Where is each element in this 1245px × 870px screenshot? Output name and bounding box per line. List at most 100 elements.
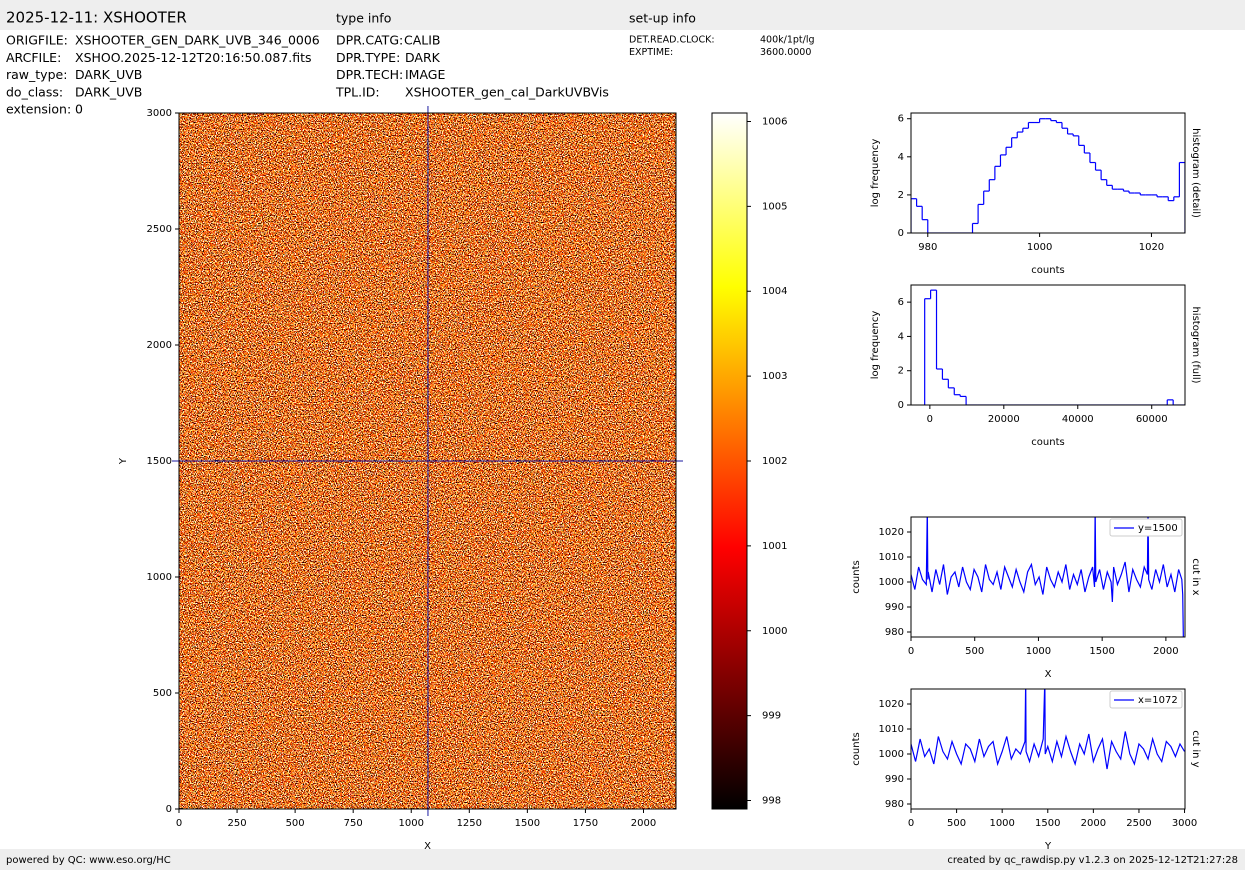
y-tick-label: 2000 [147, 340, 172, 351]
y-tick-label: 990 [885, 602, 904, 613]
y-axis-label: counts [851, 560, 862, 593]
x-tick-label: 0 [927, 414, 933, 425]
y-tick-label: 990 [885, 774, 904, 785]
y-tick-label: 0 [898, 400, 904, 411]
y-tick-label: 0 [898, 228, 904, 239]
x-tick-label: 1020 [1139, 242, 1164, 253]
legend-label: y=1500 [1138, 523, 1178, 534]
info-label: ORIGFILE: [6, 33, 68, 48]
x-tick-label: 1000 [989, 818, 1014, 829]
info-value: CALIB [404, 33, 441, 48]
x-tick-label: 1000 [1026, 646, 1051, 657]
x-tick-label: 60000 [1136, 414, 1168, 425]
x-tick-label: 500 [947, 818, 966, 829]
x-tick-label: 2000 [1153, 646, 1178, 657]
y-tick-label: 1000 [879, 577, 904, 588]
axes-frame [178, 112, 677, 810]
x-tick-label: 3000 [1172, 818, 1197, 829]
y-tick-label: 1010 [879, 552, 904, 563]
right-label: cut in x [1190, 558, 1201, 595]
y-tick-label: 2 [898, 366, 904, 377]
x-tick-label: 1000 [1027, 242, 1052, 253]
info-value: 0 [75, 102, 83, 117]
x-axis-label: counts [1031, 437, 1064, 448]
x-tick-label: 250 [228, 818, 247, 829]
x-tick-label: 500 [286, 818, 305, 829]
plot-area [911, 517, 1184, 637]
page-title: 2025-12-11: XSHOOTER [6, 9, 187, 27]
y-axis-label: log frequency [870, 311, 881, 380]
info-label: DPR.TYPE: [336, 50, 400, 65]
info-value: DARK_UVB [75, 84, 142, 99]
legend-label: x=1072 [1138, 695, 1178, 706]
colorbar-tick-label: 1003 [762, 371, 787, 382]
x-tick-label: 0 [908, 646, 914, 657]
series-line [911, 689, 1185, 770]
x-tick-label: 40000 [1062, 414, 1094, 425]
section-heading: type info [336, 11, 391, 26]
legend-box [1109, 518, 1183, 537]
plot-area [911, 689, 1185, 770]
info-label: extension: [6, 102, 71, 117]
colorbar-tick-label: 998 [762, 796, 781, 807]
x-tick-label: 500 [965, 646, 984, 657]
x-tick-label: 2000 [1081, 818, 1106, 829]
info-value: IMAGE [405, 67, 445, 82]
y-tick-label: 0 [166, 804, 172, 815]
setup-label: EXPTIME: [629, 47, 673, 58]
info-label: DPR.TECH: [336, 67, 403, 82]
y-tick-label: 3000 [147, 108, 172, 119]
y-tick-label: 1000 [879, 749, 904, 760]
section-heading: set-up info [629, 11, 696, 26]
colorbar-tick-label: 1006 [762, 116, 787, 127]
axes-frame [910, 688, 1186, 810]
y-tick-label: 500 [153, 688, 172, 699]
header-bar [0, 0, 1245, 30]
info-value: XSHOOTER_GEN_DARK_UVB_346_0006 [75, 33, 320, 48]
x-tick-label: 1500 [515, 818, 540, 829]
y-tick-label: 4 [898, 152, 904, 163]
y-axis-label: log frequency [870, 139, 881, 208]
colorbar-tick-label: 1000 [762, 626, 787, 637]
y-axis-label: Y [118, 457, 129, 465]
right-label: histogram (detail) [1190, 128, 1201, 218]
setup-value: 3600.0000 [760, 47, 811, 58]
x-tick-label: 0 [908, 818, 914, 829]
y-tick-label: 980 [885, 627, 904, 638]
axes-frame [910, 516, 1186, 638]
colorbar [711, 112, 748, 810]
x-axis-label: X [424, 841, 431, 852]
y-tick-label: 6 [898, 297, 904, 308]
info-label: ARCFILE: [6, 50, 61, 65]
x-tick-label: 20000 [988, 414, 1020, 425]
x-tick-label: 2000 [631, 818, 656, 829]
legend-box [1109, 690, 1183, 709]
y-tick-label: 2500 [147, 224, 172, 235]
x-tick-label: 1500 [1035, 818, 1060, 829]
y-tick-label: 1020 [879, 699, 904, 710]
colorbar-tick-label: 1004 [762, 286, 787, 297]
info-value: XSHOOTER_gen_cal_DarkUVBVis [405, 84, 609, 99]
y-tick-label: 980 [885, 799, 904, 810]
info-value: XSHOO.2025-12-12T20:16:50.087.fits [75, 50, 312, 65]
footer-bar [0, 849, 1245, 870]
colorbar-tick-label: 1002 [762, 456, 787, 467]
axes-frame [910, 284, 1186, 406]
x-axis-label: counts [1031, 265, 1064, 276]
x-tick-label: 980 [918, 242, 937, 253]
footer-left: powered by QC: www.eso.org/HC [6, 855, 171, 866]
y-tick-label: 1020 [879, 527, 904, 538]
y-tick-label: 1500 [147, 456, 172, 467]
footer-right: created by qc_rawdisp.py v1.2.3 on 2025-… [947, 855, 1238, 866]
y-tick-label: 2 [898, 190, 904, 201]
axes-frame [910, 112, 1186, 234]
colorbar-tick-label: 1005 [762, 201, 787, 212]
series-line [911, 517, 1184, 637]
y-axis-label: counts [851, 732, 862, 765]
info-label: raw_type: [6, 67, 67, 82]
info-value: DARK_UVB [75, 67, 142, 82]
right-label: histogram (full) [1190, 306, 1201, 383]
plot-area [924, 289, 1185, 405]
x-tick-label: 1500 [1089, 646, 1114, 657]
